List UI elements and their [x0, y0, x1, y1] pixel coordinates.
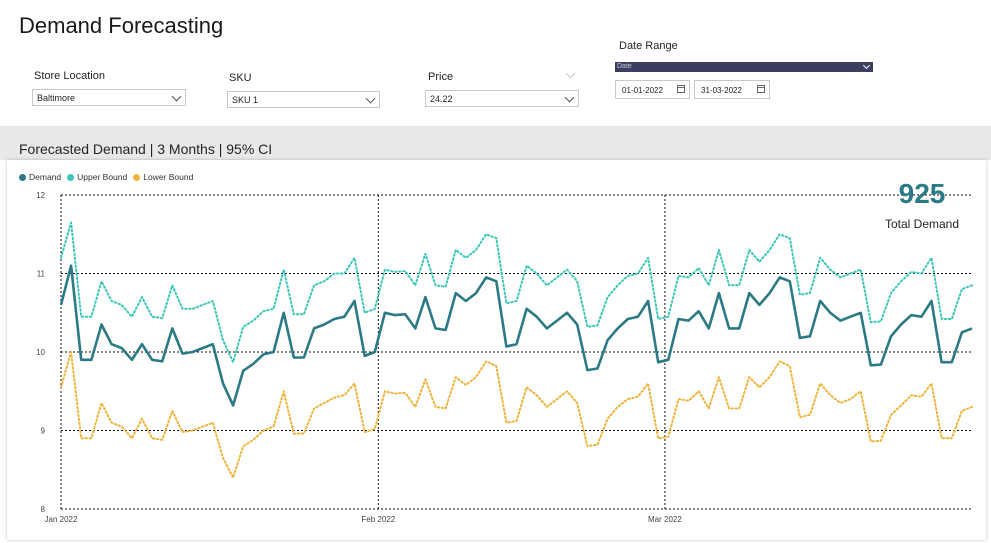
page-title: Demand Forecasting — [19, 13, 224, 38]
x-tick-label: Feb 2022 — [361, 515, 395, 524]
calendar-icon[interactable] — [757, 85, 765, 93]
legend-label-lower-bound: Lower Bound — [143, 172, 194, 182]
chart-title: Forecasted Demand | 3 Months | 95% CI — [19, 141, 273, 157]
store-location-value: Baltimore — [37, 93, 76, 103]
store-location-label: Store Location — [34, 70, 105, 82]
total-demand-value: 925 — [898, 178, 946, 209]
end-date-input[interactable]: 31-03-2022 — [694, 80, 770, 99]
legend-dot-icon — [67, 173, 75, 181]
legend-label-upper-bound: Upper Bound — [77, 172, 128, 182]
legend-item-lower-bound[interactable]: Lower Bound — [133, 172, 193, 182]
legend-dot-icon — [19, 173, 26, 181]
y-tick-label: 8 — [41, 505, 46, 514]
start-date-value: 01-01-2022 — [622, 86, 663, 95]
y-tick-label: 11 — [37, 270, 46, 279]
series-line-lower-bound — [60, 351, 973, 479]
price-label: Price — [428, 71, 454, 83]
chart-header-bar — [0, 126, 991, 160]
chart-legend: Demand Upper Bound Lower Bound — [19, 172, 193, 182]
sku-label: SKU — [229, 72, 252, 84]
legend-dot-icon — [133, 173, 141, 181]
price-value: 24.22 — [430, 94, 453, 104]
x-tick-label: Jan 2022 — [45, 515, 78, 524]
sku-dropdown[interactable]: SKU 1 — [227, 91, 380, 108]
date-field-value: Date — [617, 63, 632, 70]
y-tick-label: 10 — [36, 348, 45, 357]
legend-item-demand[interactable]: Demand — [19, 172, 61, 182]
y-tick-label: 12 — [36, 191, 45, 200]
date-range-label: Date Range — [619, 40, 678, 52]
price-dropdown[interactable]: 24.22 — [425, 90, 579, 107]
date-field-dropdown[interactable]: Date — [615, 61, 873, 72]
series-line-demand — [59, 264, 973, 407]
chart-card — [7, 160, 986, 540]
x-tick-label: Mar 2022 — [648, 515, 682, 524]
y-tick-label: 9 — [41, 427, 46, 436]
sku-value: SKU 1 — [232, 95, 259, 105]
legend-label-demand: Demand — [29, 172, 62, 182]
calendar-icon[interactable] — [677, 85, 685, 93]
start-date-input[interactable]: 01-01-2022 — [615, 80, 690, 99]
series-line-upper-bound — [60, 221, 973, 364]
legend-item-upper-bound[interactable]: Upper Bound — [67, 172, 127, 182]
total-demand-label: Total Demand — [884, 217, 960, 231]
store-location-dropdown[interactable]: Baltimore — [32, 89, 186, 106]
end-date-value: 31-03-2022 — [701, 86, 742, 95]
